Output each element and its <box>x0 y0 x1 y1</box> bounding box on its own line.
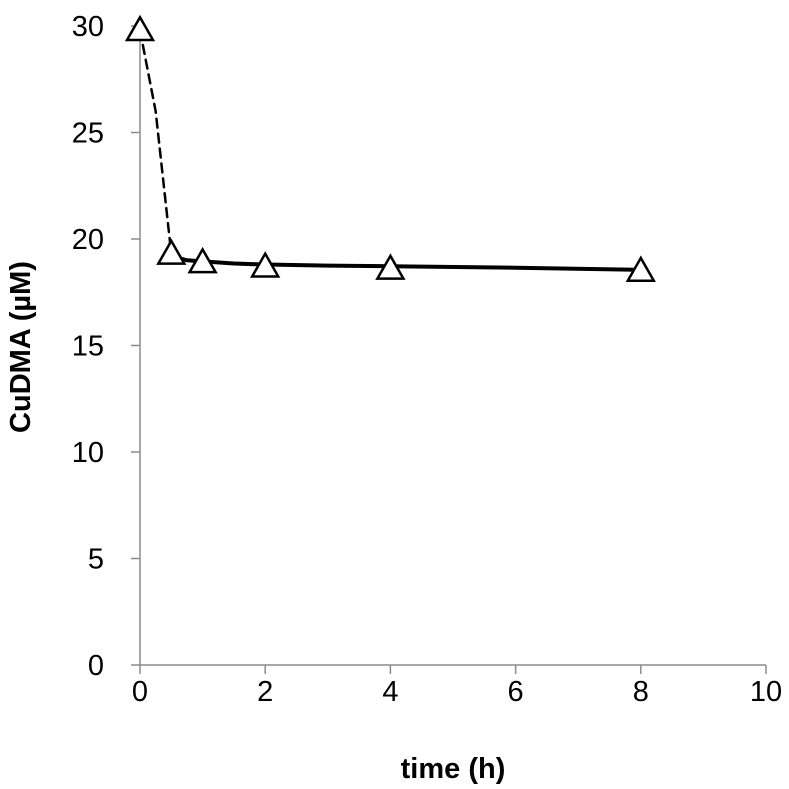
triangle-marker <box>124 14 156 42</box>
triangle-marker <box>156 238 187 265</box>
triangle-marker <box>250 251 281 278</box>
y-axis-title: CuDMA (µM) <box>5 261 37 433</box>
y-tick-label: 25 <box>72 118 104 150</box>
y-tick-label: 5 <box>88 544 104 576</box>
x-tick-label: 10 <box>750 676 782 708</box>
fit-lines <box>138 29 643 272</box>
solid-fit-line <box>169 254 643 272</box>
y-tick-label: 15 <box>72 331 104 363</box>
x-tick-label: 0 <box>132 676 148 708</box>
x-tick-label: 2 <box>257 676 273 708</box>
triangle-marker <box>187 246 218 274</box>
y-ticks: 0 5 10 15 20 25 30 <box>72 11 140 682</box>
x-ticks: 0 2 4 6 8 10 <box>132 665 782 708</box>
x-tick-label: 8 <box>633 676 649 708</box>
y-tick-label: 0 <box>88 650 104 682</box>
x-tick-label: 6 <box>508 676 524 708</box>
triangle-marker <box>625 255 656 282</box>
x-axis-title: time (h) <box>401 753 506 785</box>
x-tick-label: 4 <box>382 676 398 708</box>
y-tick-label: 10 <box>72 437 104 469</box>
data-markers <box>124 14 656 282</box>
y-tick-label: 30 <box>72 11 104 43</box>
dashed-fit-line <box>138 29 173 256</box>
axes <box>139 26 766 666</box>
y-tick-label: 20 <box>72 224 104 256</box>
triangle-marker <box>375 253 406 280</box>
